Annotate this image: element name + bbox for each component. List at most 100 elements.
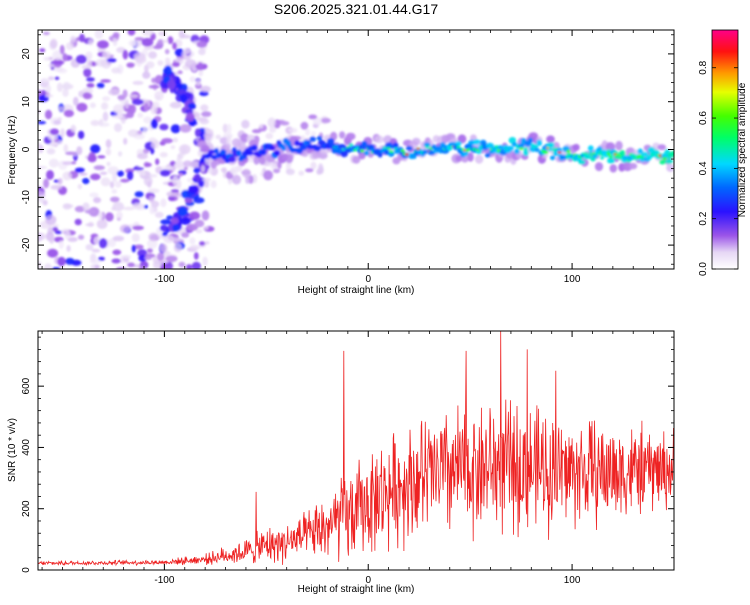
spectrogram-cell: [143, 176, 153, 187]
spectrogram-cell: [76, 102, 88, 112]
spectrogram-cell: [236, 149, 242, 156]
colorbar-tick-label: 0.0: [698, 262, 709, 276]
spectrogram-cell: [74, 218, 82, 226]
spectrogram-cell: [637, 148, 644, 154]
spectrogram-cell: [44, 109, 53, 120]
spectrogram-cell: [308, 114, 318, 120]
y-tick-label: -10: [21, 190, 32, 205]
spectrogram-cell: [671, 152, 674, 156]
spectrogram-cell: [114, 181, 122, 188]
spectrogram-cell: [107, 166, 119, 175]
spectrogram-cell: [185, 112, 195, 122]
spectrogram-cell: [269, 126, 277, 133]
spectrogram-cell: [508, 137, 517, 144]
spectrogram-cell: [189, 76, 196, 83]
spectrogram-cell: [106, 58, 117, 63]
spectrogram-cell: [48, 56, 54, 61]
spectrogram-cell: [629, 162, 638, 170]
spectrogram-cell: [91, 248, 101, 253]
spectrogram-cell: [157, 252, 165, 261]
spectrogram-cell: [129, 104, 136, 114]
spectrogram-cell: [150, 118, 158, 129]
spectrogram-cell: [109, 181, 115, 189]
spectrogram-cell: [118, 151, 123, 157]
spectrogram-cell: [226, 123, 232, 134]
spectrogram-cell: [231, 138, 242, 148]
spectrogram-cell: [213, 148, 220, 154]
spectrogram-cell: [89, 192, 99, 198]
spectrogram-cell: [198, 48, 206, 56]
spectrogram-cell: [47, 248, 59, 258]
spectrogram-cell: [230, 166, 239, 176]
spectrogram-cell: [62, 88, 69, 98]
spectrogram-cell: [111, 258, 121, 264]
spectrogram-cell: [202, 226, 209, 230]
spectrogram-cell: [374, 135, 384, 144]
spectrogram-cell: [112, 172, 117, 183]
spectrogram-cell: [74, 167, 85, 173]
spectrogram-cell: [138, 254, 147, 262]
spectrogram-cell: [424, 145, 430, 149]
spectrogram-cell: [191, 261, 201, 269]
spectrogram-cell: [178, 173, 183, 177]
spectrogram-cell: [63, 144, 69, 153]
spectrogram-cell: [251, 144, 258, 151]
spectrogram-cell: [58, 240, 64, 249]
spectrogram-cell: [93, 165, 106, 171]
spectrogram-cell: [585, 154, 592, 160]
spectrogram-cell: [49, 38, 58, 49]
spectrogram-cell: [126, 170, 134, 181]
spectrogram-cell: [546, 142, 555, 149]
spectrogram-cell: [179, 124, 192, 133]
spectrogram-cell: [170, 217, 179, 225]
spectrogram-cell: [195, 173, 201, 183]
spectrogram-cell: [281, 145, 287, 151]
spectrogram-cell: [161, 138, 173, 144]
spectrogram-cell: [615, 140, 623, 151]
spectrogram-cell: [150, 141, 160, 149]
spectrogram-cell: [99, 171, 108, 175]
spectrogram-cell: [132, 80, 144, 85]
spectrogram-cell: [82, 177, 90, 185]
spectrogram-cell: [38, 260, 42, 269]
spectrogram-cell: [105, 212, 114, 222]
spectrogram-cell: [57, 256, 66, 267]
spectrogram-cell: [265, 133, 274, 140]
spectrogram-cell: [132, 225, 145, 231]
spectrogram-y-ticks: -20 -10 0 10 20: [21, 34, 674, 265]
colorbar-tick-label: 0.8: [698, 60, 709, 74]
spectrogram-cell: [98, 211, 103, 220]
spectrogram-cell: [294, 140, 300, 147]
spectrogram-cell: [74, 205, 85, 213]
spectrogram-cell: [207, 168, 213, 175]
spectrogram-cell: [193, 167, 201, 174]
spectrogram-cell: [497, 145, 505, 150]
spectrogram-cell: [457, 134, 467, 144]
spectrogram-cell: [70, 124, 77, 133]
spectrogram-cell: [176, 82, 183, 89]
spectrogram-cell: [543, 150, 549, 154]
spectrogram-cell: [66, 245, 71, 252]
spectrogram-cell: [143, 102, 149, 112]
spectrogram-cell: [194, 128, 202, 137]
spectrogram-cell: [38, 144, 44, 154]
spectrogram-cell: [48, 76, 55, 81]
spectrogram-cell: [67, 237, 78, 242]
spectrogram-cell: [200, 144, 210, 153]
spectrogram-cell: [188, 211, 201, 220]
spectrogram-cell: [89, 259, 101, 264]
spectrogram-cell: [210, 160, 217, 169]
snr-y-ticks: 0 200 400 600: [21, 336, 674, 573]
spectrogram-cell: [622, 161, 633, 172]
spectrogram-cell: [172, 224, 180, 232]
spectrogram-cell: [166, 215, 174, 220]
spectrogram-cell: [159, 169, 171, 177]
spectrogram-cell: [148, 232, 159, 242]
spectrogram-cell: [607, 157, 615, 164]
spectrogram-cell: [127, 30, 136, 36]
spectrogram-cell: [282, 153, 289, 161]
spectrogram-cell: [160, 198, 167, 208]
spectrogram-cell: [108, 88, 120, 96]
spectrogram-cell: [182, 47, 191, 55]
spectrogram-cell: [49, 128, 60, 136]
